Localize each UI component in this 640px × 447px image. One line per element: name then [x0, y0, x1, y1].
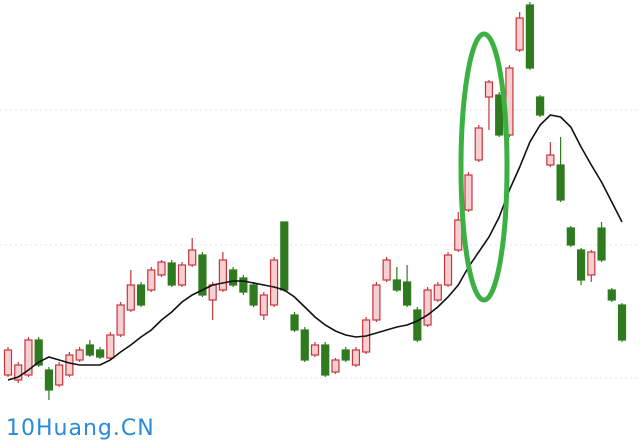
- candle-body: [269, 259, 279, 306]
- candle-body: [341, 349, 350, 361]
- candle-body: [495, 94, 504, 136]
- candle-body: [229, 269, 238, 286]
- candle-body: [218, 259, 227, 291]
- candle-body: [3, 349, 13, 376]
- candle-body: [392, 279, 401, 291]
- candle-body: [24, 339, 33, 376]
- candle-body: [617, 304, 627, 341]
- candle-body: [556, 164, 565, 201]
- candle-body: [177, 264, 187, 286]
- candle-body: [75, 349, 84, 361]
- candle-body: [65, 354, 74, 376]
- candle-body: [14, 364, 23, 381]
- highlight-ellipse: [458, 31, 510, 303]
- candle-body: [198, 254, 207, 296]
- candle-body: [413, 309, 422, 341]
- candle-body: [443, 254, 453, 286]
- candle-body: [474, 127, 483, 161]
- candle-body: [259, 294, 268, 316]
- candle-body: [55, 364, 64, 386]
- candle-body: [126, 284, 135, 311]
- moving-average-line: [7, 114, 623, 381]
- candle-body: [484, 81, 494, 98]
- candle-body: [423, 289, 432, 326]
- candle-body: [566, 227, 575, 246]
- candle-body: [321, 344, 330, 376]
- candle-body: [280, 221, 289, 291]
- candle-body: [239, 277, 248, 293]
- candle-body: [403, 281, 412, 306]
- candle-body: [136, 284, 146, 306]
- candle-body: [249, 284, 258, 306]
- candle-body: [587, 251, 596, 276]
- candle-body: [300, 329, 309, 361]
- watermark: 10Huang.CN: [6, 416, 155, 441]
- candle-body: [372, 284, 381, 321]
- candle-body: [351, 349, 361, 366]
- candle-body: [546, 154, 555, 166]
- candle-body: [433, 284, 442, 301]
- candle-body: [85, 344, 94, 356]
- candle-body: [515, 17, 524, 51]
- candle-body: [536, 96, 545, 116]
- plot: [3, 2, 627, 400]
- candle-body: [157, 261, 166, 276]
- candle-body: [188, 249, 197, 266]
- candle-body: [147, 269, 156, 291]
- candle-body: [116, 304, 125, 336]
- candle-body: [95, 349, 105, 358]
- candle-body: [34, 339, 43, 366]
- candle-body: [44, 369, 54, 391]
- candle-body: [290, 314, 299, 331]
- candle-body: [525, 4, 535, 69]
- candle-body: [310, 344, 320, 356]
- candle-body: [167, 262, 176, 286]
- candle-body: [597, 227, 606, 261]
- candle-body: [331, 359, 340, 373]
- candle-body: [106, 334, 115, 359]
- candle-body: [576, 249, 586, 281]
- candle-body: [607, 289, 616, 301]
- candle-body: [208, 284, 217, 301]
- candle-body: [382, 259, 391, 281]
- candle-body: [464, 174, 473, 211]
